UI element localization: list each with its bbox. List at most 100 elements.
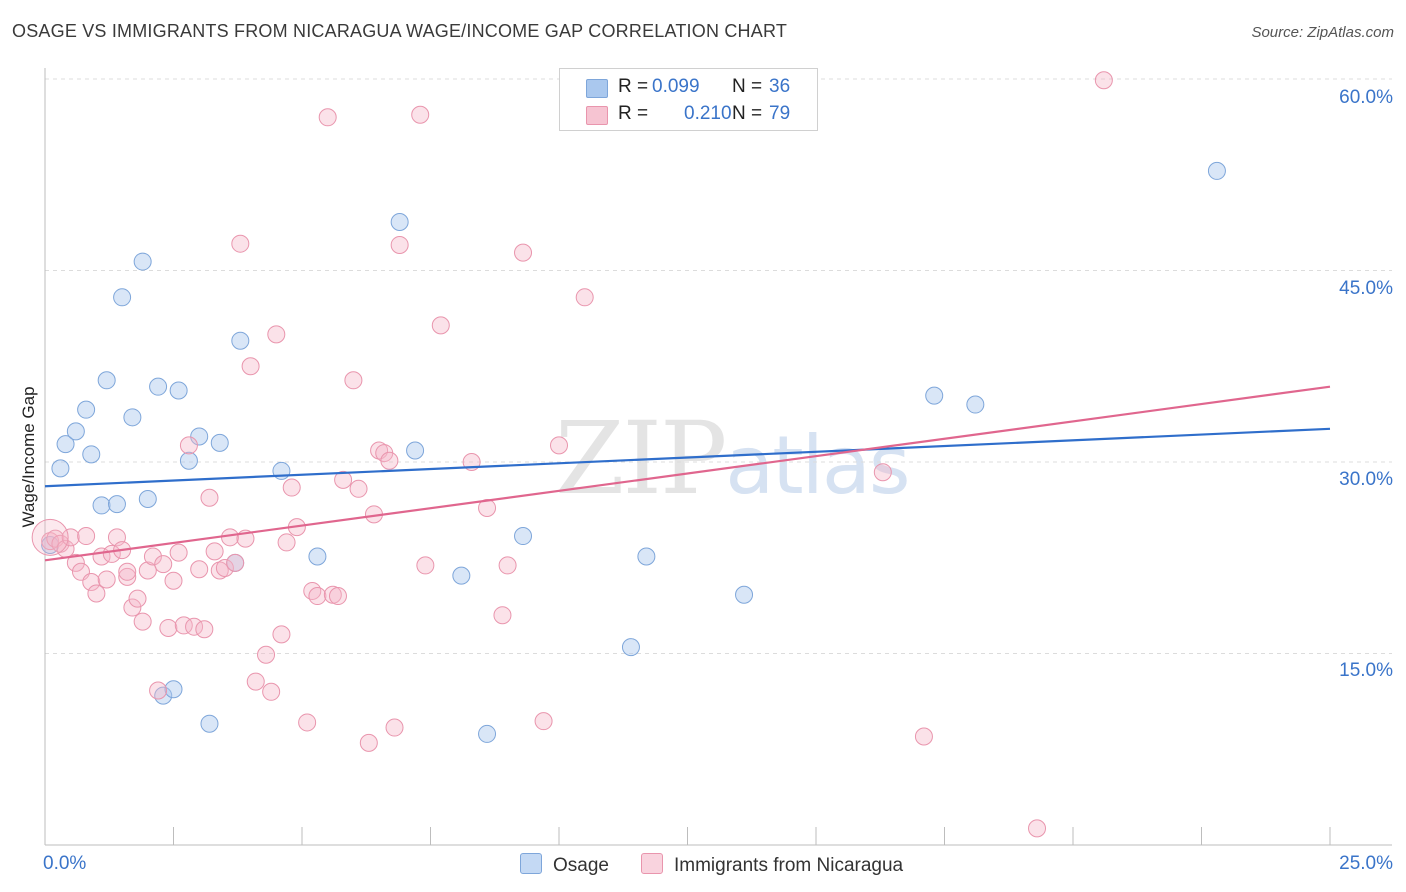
point-osage-28: [478, 724, 497, 743]
bottom-legend-swatch-osage: [520, 853, 542, 874]
trend-line-nicaragua: [44, 385, 1331, 562]
point-nicaragua-42: [257, 645, 276, 664]
point-nicaragua-54: [328, 587, 347, 606]
point-nicaragua-50: [303, 581, 322, 600]
point-osage-16: [169, 381, 188, 400]
point-nicaragua-56: [344, 371, 363, 390]
point-nicaragua-62: [380, 451, 399, 470]
point-nicaragua-79: [1094, 71, 1113, 90]
y-axis-title: Wage/Income Gap: [19, 386, 38, 528]
point-nicaragua-23: [154, 555, 173, 574]
point-nicaragua-36: [221, 528, 240, 547]
point-nicaragua-25: [164, 571, 183, 590]
point-nicaragua-44: [267, 325, 286, 344]
point-nicaragua-58: [359, 733, 378, 752]
point-osage-5: [82, 445, 101, 464]
watermark-atlas: atlas: [725, 419, 910, 512]
point-osage-20: [210, 433, 229, 452]
point-nicaragua-77: [914, 727, 933, 746]
point-nicaragua-33: [205, 542, 224, 561]
point-osage-34: [966, 395, 985, 414]
point-nicaragua-22: [149, 681, 168, 700]
legend-r-value-osage: 0.099: [652, 76, 700, 97]
bottom-legend-nicaragua: Immigrants from Nicaragua: [641, 853, 903, 877]
point-osage-25: [390, 212, 409, 231]
point-osage-22: [231, 331, 250, 350]
point-nicaragua-52: [318, 108, 337, 127]
point-nicaragua-29: [185, 617, 204, 636]
point-nicaragua-43: [262, 682, 281, 701]
point-osage-4: [77, 400, 96, 419]
bottom-legend-label-nicaragua: Immigrants from Nicaragua: [674, 855, 904, 876]
point-nicaragua-38: [231, 234, 250, 253]
point-nicaragua-65: [411, 105, 430, 124]
point-nicaragua-8: [82, 573, 101, 592]
point-nicaragua-28: [179, 436, 198, 455]
point-osage-35: [1207, 161, 1226, 180]
point-nicaragua-78: [1028, 819, 1047, 838]
point-nicaragua-46: [277, 533, 296, 552]
point-osage-1: [51, 459, 70, 478]
point-nicaragua-0: [41, 532, 60, 551]
point-nicaragua-71: [498, 556, 517, 575]
point-nicaragua-large: [31, 518, 69, 556]
point-osage-19: [200, 714, 219, 733]
point-osage-27: [452, 566, 471, 585]
point-nicaragua-72: [514, 243, 533, 262]
y-tick-label-30: 30.0%: [1339, 469, 1393, 490]
point-osage-24: [308, 547, 327, 566]
bottom-legend-label-osage: Osage: [553, 855, 609, 876]
point-nicaragua-73: [534, 712, 553, 731]
legend-swatch-nicaragua: [586, 106, 608, 125]
point-nicaragua-47: [282, 478, 301, 497]
point-nicaragua-35: [215, 558, 234, 577]
bottom-legend-osage: Osage: [520, 853, 609, 877]
point-nicaragua-34: [210, 561, 229, 580]
point-nicaragua-18: [128, 589, 147, 608]
legend-n-label: N =: [732, 76, 763, 97]
point-nicaragua-16: [118, 562, 137, 581]
point-nicaragua-30: [190, 560, 209, 579]
point-osage-9: [113, 288, 132, 307]
point-osage-11: [133, 252, 152, 271]
y-tick-label-60: 60.0%: [1339, 87, 1393, 108]
point-nicaragua-69: [478, 498, 497, 517]
legend-n-value-nicaragua: 79: [769, 103, 791, 124]
point-nicaragua-26: [169, 543, 188, 562]
point-nicaragua-66: [416, 556, 435, 575]
point-osage-8: [107, 495, 126, 514]
point-nicaragua-31: [195, 620, 214, 639]
point-nicaragua-24: [159, 618, 178, 637]
point-nicaragua-57: [349, 479, 368, 498]
point-nicaragua-20: [138, 561, 157, 580]
point-osage-12: [138, 490, 157, 509]
trend-line-osage: [44, 427, 1331, 488]
point-nicaragua-5: [66, 553, 85, 572]
point-osage-32: [735, 585, 754, 604]
point-nicaragua-45: [272, 625, 291, 644]
point-osage-29: [514, 527, 533, 546]
point-osage-18: [190, 427, 209, 446]
source-label: Source: ZipAtlas.com: [1251, 24, 1394, 41]
point-nicaragua-75: [575, 288, 594, 307]
point-nicaragua-51: [308, 587, 327, 606]
point-nicaragua-70: [493, 606, 512, 625]
watermark: ZIPatlas: [555, 400, 911, 517]
point-nicaragua-74: [550, 436, 568, 455]
point-osage-2: [56, 435, 75, 454]
point-osage-26: [406, 441, 425, 460]
point-nicaragua-49: [298, 713, 317, 732]
x-tick-label-max: 25.0%: [1339, 853, 1393, 874]
point-nicaragua-19: [133, 612, 152, 631]
point-nicaragua-9: [87, 584, 106, 603]
point-nicaragua-11: [97, 570, 116, 589]
point-osage-31: [637, 547, 656, 566]
chart-title: OSAGE VS IMMIGRANTS FROM NICARAGUA WAGE/…: [12, 21, 788, 41]
legend-n-label: N =: [732, 103, 763, 124]
point-nicaragua-15: [118, 567, 137, 586]
legend-r-label: R =: [618, 103, 649, 124]
point-nicaragua-21: [143, 547, 162, 566]
point-osage-3: [66, 422, 85, 441]
point-osage-14: [154, 686, 173, 705]
point-nicaragua-55: [334, 470, 353, 489]
